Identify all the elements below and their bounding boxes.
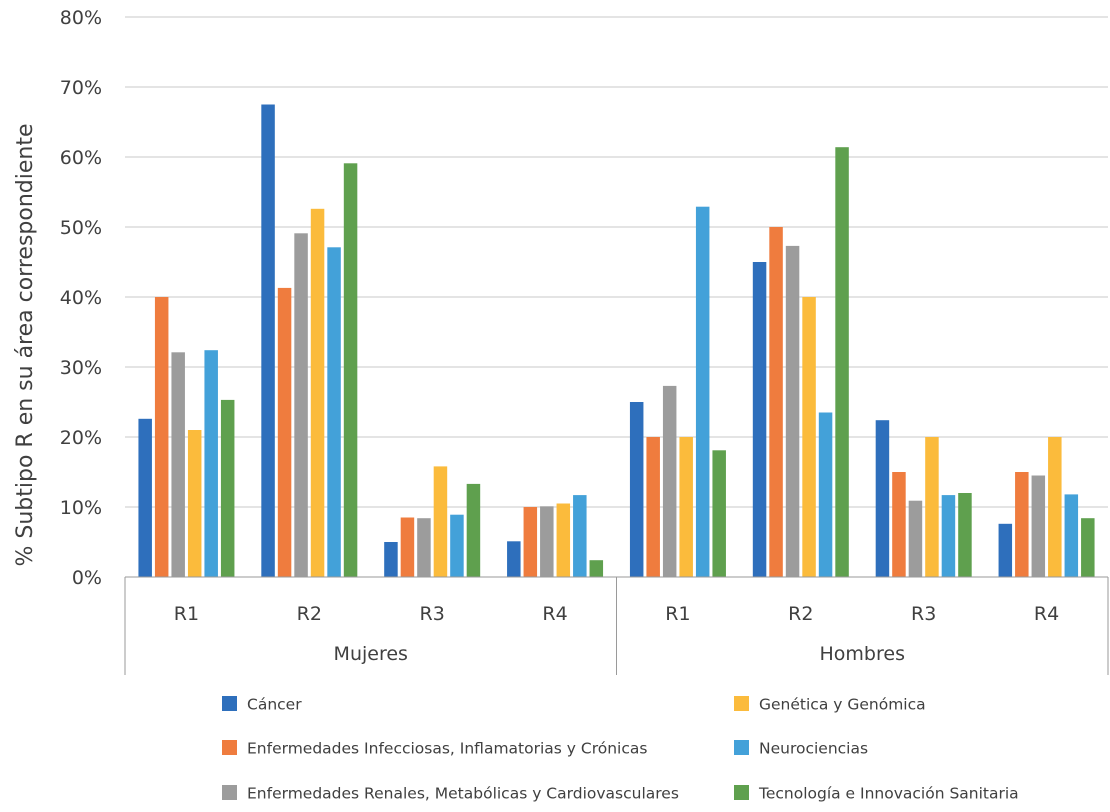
bar [925,437,939,577]
bar [1031,475,1046,577]
bar [310,208,325,578]
bar [556,503,571,577]
bar [1048,437,1062,577]
bar [679,437,693,577]
bar [875,420,890,577]
bar [835,147,849,577]
bar [294,233,308,578]
y-tick-label: 70% [60,77,102,99]
y-tick-label: 10% [60,497,102,519]
legend-label: Genética y Genómica [759,696,926,714]
y-tick-label: 40% [60,287,102,309]
bar [941,495,956,577]
bar [712,450,726,577]
bar [752,262,767,577]
bar [785,245,800,577]
x-tick-label: R4 [542,603,567,625]
bar [187,430,202,577]
group-label: Mujeres [334,643,408,665]
bar [204,350,218,577]
bar [327,247,341,578]
bar [384,542,398,577]
bar [958,493,972,577]
bar [802,297,816,577]
x-tick-label: R3 [911,603,936,625]
bar [1081,518,1095,577]
y-tick-label: 30% [60,357,102,379]
bar [892,472,906,577]
legend-swatch [734,785,749,800]
legend: Cáncer Enfermedades Infecciosas, Inflamat… [222,696,1019,803]
legend-label: Cáncer [247,696,302,714]
y-tick-label: 80% [60,7,102,29]
bar [433,466,448,577]
y-tick-label: 50% [60,217,102,239]
x-axis [124,576,1109,675]
x-tick-label: R2 [297,603,322,625]
bar [573,495,587,577]
bar [818,412,833,577]
bars [138,104,1095,578]
bar [646,437,660,577]
bar [769,227,783,577]
y-tick-label: 0% [72,567,102,589]
bar [1015,472,1029,577]
x-axis-category-labels: R1 R2 R3 R4 Mujeres R1 R2 R3 R4 Hombres [174,603,1059,665]
bar [998,523,1013,577]
x-tick-label: R1 [665,603,690,625]
bar [523,507,538,577]
legend-swatch [222,740,237,755]
x-tick-label: R1 [174,603,199,625]
legend-label: Tecnología e Innovación Sanitaria [758,785,1019,803]
bar [417,518,431,577]
bar [1064,494,1079,577]
group-label: Hombres [820,643,905,665]
legend-swatch [734,696,749,711]
bar [343,163,358,578]
bar [261,104,275,577]
legend-swatch [734,740,749,755]
bar [154,297,169,577]
x-tick-label: R3 [420,603,445,625]
y-axis-title: % Subtipo R en su área correspondiente [13,124,38,567]
bar [540,506,554,577]
bar [629,402,644,577]
bar [507,541,521,577]
bar [400,517,415,577]
legend-swatch [222,785,237,800]
legend-label: Enfermedades Renales, Metabólicas y Card… [247,785,679,803]
bar [662,385,677,577]
bar [466,483,481,577]
legend-label: Enfermedades Infecciosas, Inflamatorias … [247,740,647,758]
bar [220,399,235,577]
legend-label: Neurociencias [759,740,868,758]
y-tick-label: 20% [60,427,102,449]
bar [695,206,710,577]
x-tick-label: R4 [1034,603,1059,625]
bar [171,352,185,577]
y-axis-tick-labels: 0% 10% 20% 30% 40% 50% 60% 70% 80% [60,7,102,589]
bar [277,287,292,577]
y-tick-label: 60% [60,147,102,169]
x-tick-label: R2 [788,603,813,625]
bar [450,514,464,577]
bar [908,500,923,577]
bar [138,418,152,577]
bar [589,560,604,577]
legend-swatch [222,696,237,711]
